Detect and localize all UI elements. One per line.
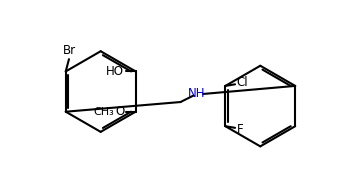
Text: NH: NH — [188, 87, 205, 100]
Text: HO: HO — [106, 65, 124, 78]
Text: Br: Br — [63, 44, 75, 57]
Text: F: F — [237, 123, 243, 136]
Text: Cl: Cl — [237, 76, 248, 89]
Text: O: O — [115, 105, 124, 118]
Text: CH₃: CH₃ — [93, 107, 114, 117]
